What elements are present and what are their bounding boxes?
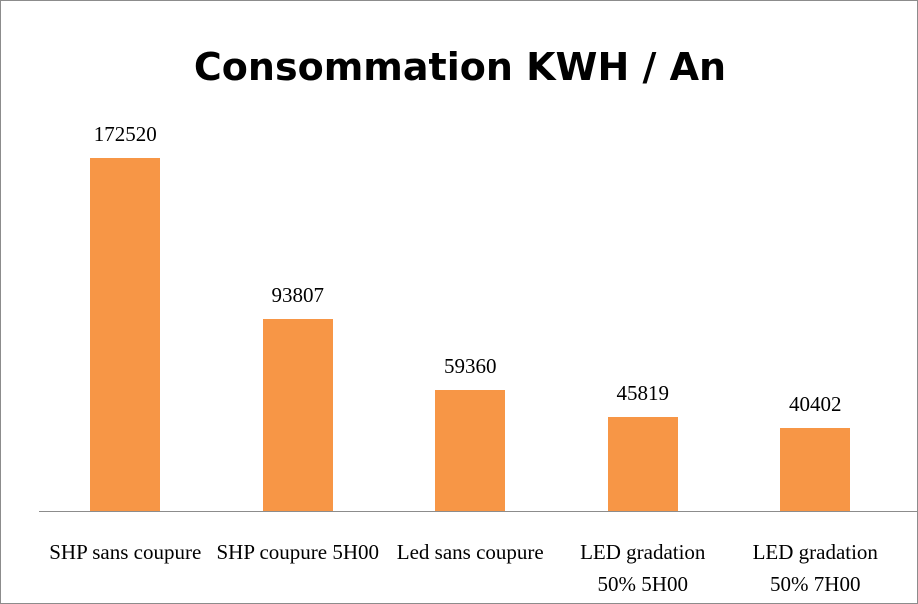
data-label: 40402	[789, 392, 842, 417]
x-tick-label: Led sans coupure	[396, 540, 544, 564]
x-axis	[39, 511, 918, 512]
bar	[90, 158, 161, 511]
data-label: 172520	[93, 122, 157, 146]
bar	[262, 319, 333, 511]
x-tick-label: SHP sans coupure	[49, 540, 202, 564]
data-label: 59360	[444, 353, 497, 378]
bar	[435, 389, 506, 511]
bar	[607, 417, 678, 511]
bar	[780, 428, 851, 511]
x-tick-label: LED gradation 50% 7H00	[752, 540, 878, 596]
data-label: 93807	[271, 283, 325, 308]
data-label: 45819	[616, 381, 670, 406]
x-tick-label: LED gradation 50% 5H00	[580, 540, 706, 596]
x-tick-label: SHP coupure 5H00	[216, 540, 380, 564]
chart-title: Consommation KWH / An	[193, 45, 727, 89]
